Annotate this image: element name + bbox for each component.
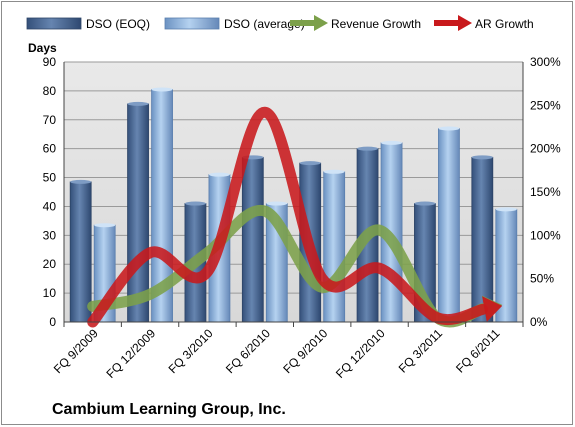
legend-label-revenue-growth: Revenue Growth — [331, 17, 421, 31]
y2-tick-label: 200% — [530, 142, 561, 156]
x-tick-label: FQ 9/2009 — [51, 326, 101, 376]
y2-tick-label: 150% — [530, 185, 561, 199]
bar-cap-dso-average — [495, 207, 517, 212]
y2-tick-labels: 0% 50% 100% 150% 200% 250% 300% — [530, 55, 561, 329]
y-tick-label: 90 — [43, 55, 57, 69]
bar-cap-dso-average — [151, 87, 173, 92]
bar-cap-dso-average — [438, 126, 460, 131]
y2-tick-label: 100% — [530, 228, 561, 242]
legend-swatch-dso-average — [164, 17, 220, 30]
x-tick-label: FQ 9/2010 — [280, 326, 330, 376]
bar-cap-dso-average — [323, 169, 345, 174]
bar-cap-dso-average — [208, 172, 230, 177]
bar-dso-eoq — [127, 103, 149, 323]
legend-label-dso-average: DSO (average) — [224, 17, 305, 31]
x-tick-label: FQ 12/2009 — [103, 326, 158, 381]
bar-dso-average — [438, 128, 460, 323]
y-tick-label: 70 — [43, 113, 57, 127]
line-revenue-growth — [87, 204, 489, 328]
bar-cap-dso-average — [381, 140, 403, 145]
x-tick-labels: FQ 9/2009 FQ 12/2009 FQ 3/2010 FQ 6/2010 FQ … — [51, 326, 503, 381]
y2-tick-label: 250% — [530, 98, 561, 112]
bar-cap-dso-eoq — [414, 201, 436, 206]
bar-dso-eoq — [69, 181, 92, 323]
bar-cap-dso-average — [266, 201, 288, 206]
bar-dso-eoq — [241, 156, 264, 323]
y-tick-label: 80 — [43, 84, 57, 98]
legend-label-ar-growth: AR Growth — [475, 17, 534, 31]
axes — [63, 62, 524, 327]
y-axis-title: Days — [28, 41, 57, 55]
legend-label-dso-eoq: DSO (EOQ) — [86, 17, 150, 31]
company-name: Cambium Learning Group, Inc. — [52, 401, 286, 418]
y-tick-label: 40 — [43, 199, 57, 213]
bar-cap-dso-eoq — [184, 201, 206, 206]
bar-cap-dso-average — [94, 223, 116, 228]
bar-cap-dso-eoq — [357, 146, 379, 151]
legend-arrow-ar-growth — [434, 15, 472, 31]
bar-dso-average — [323, 171, 346, 323]
bar-cap-dso-eoq — [70, 179, 92, 184]
legend: DSO (EOQ) DSO (average) Revenue Growth A… — [26, 15, 534, 31]
x-tick-label: FQ 6/2011 — [453, 326, 503, 376]
legend-arrow-revenue-growth — [290, 15, 328, 31]
line-ar-growth — [87, 106, 489, 328]
y-tick-label: 60 — [43, 142, 57, 156]
y-tick-label: 30 — [43, 228, 57, 242]
y2-tick-label: 0% — [530, 315, 548, 329]
x-tick-label: FQ 3/2011 — [396, 326, 446, 376]
y-tick-label: 50 — [43, 171, 57, 185]
bar-cap-dso-eoq — [127, 101, 149, 106]
arrowhead-ar-growth — [482, 296, 503, 322]
y-tick-labels: 0 10 20 30 40 50 60 70 80 90 — [43, 55, 57, 329]
x-tick-label: FQ 12/2010 — [333, 326, 388, 381]
growth-lines — [87, 106, 503, 328]
y2-tick-label: 300% — [530, 55, 561, 69]
y-tick-label: 0 — [49, 315, 56, 329]
x-tick-label: FQ 6/2010 — [223, 326, 273, 376]
y-tick-label: 20 — [43, 257, 57, 271]
y2-tick-label: 50% — [530, 272, 554, 286]
x-tick-label: FQ 3/2010 — [166, 326, 216, 376]
y-tick-label: 10 — [43, 286, 57, 300]
bar-cap-dso-eoq — [471, 155, 493, 160]
bar-dso-eoq — [471, 156, 494, 323]
bar-cap-dso-eoq — [299, 161, 321, 166]
legend-swatch-dso-eoq — [26, 17, 82, 30]
